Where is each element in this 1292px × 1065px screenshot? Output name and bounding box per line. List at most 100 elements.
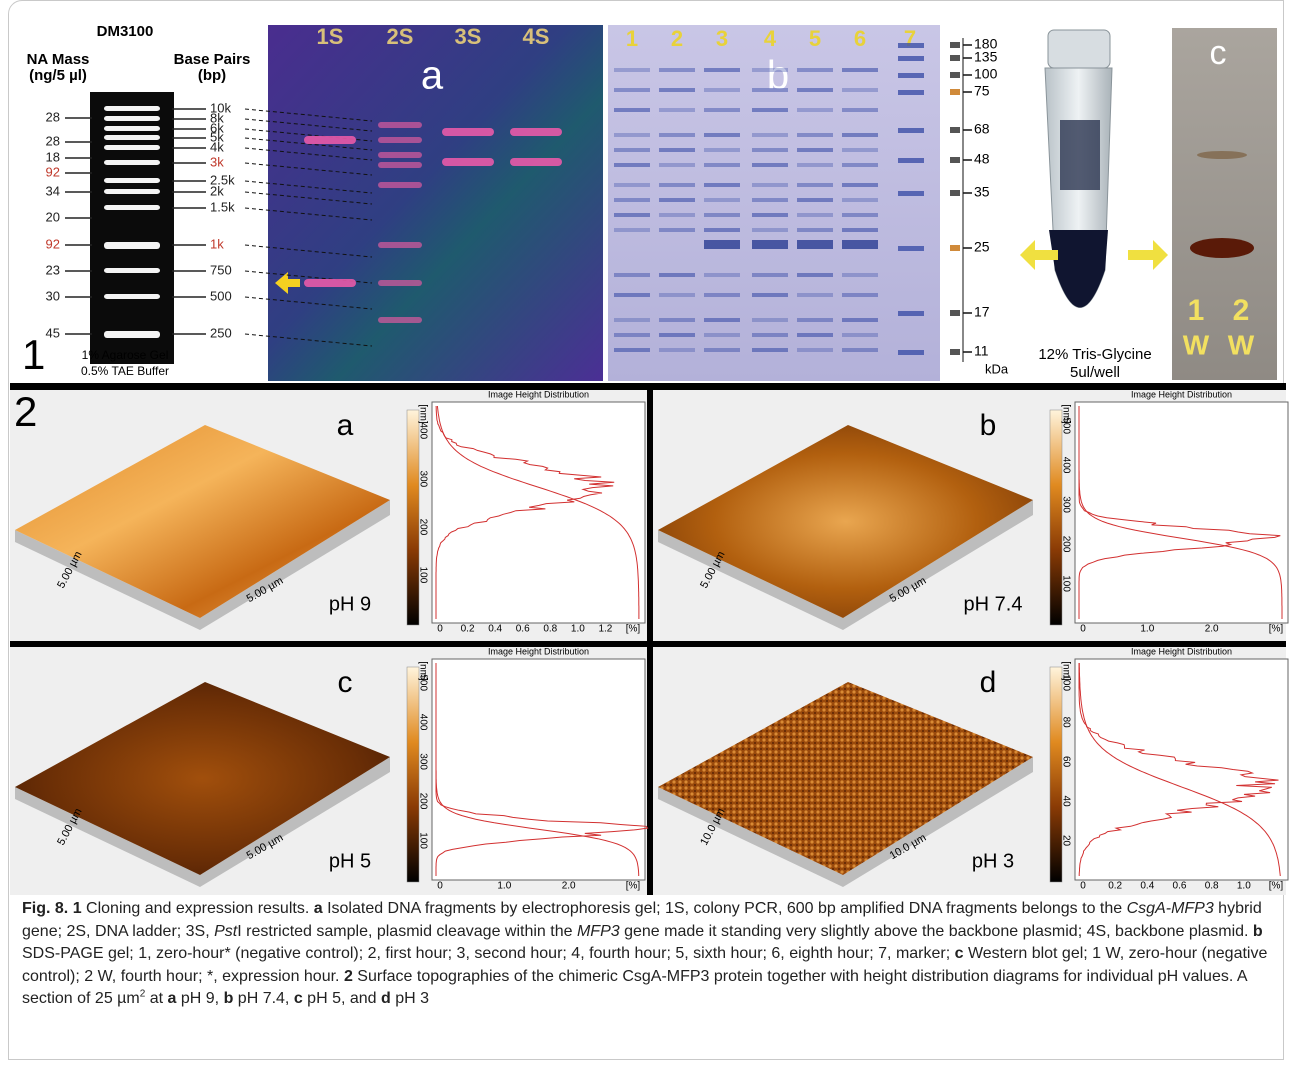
x-tick-label: 0.6 — [516, 624, 530, 635]
x-tick-label: 0.8 — [1205, 881, 1219, 892]
y-tick-label: 200 — [417, 519, 428, 536]
plot-area — [432, 659, 645, 880]
bp-label: 4k — [210, 139, 224, 154]
bp-label: 2k — [210, 183, 224, 198]
caption-text: I restricted sample, plasmid cleavage wi… — [237, 923, 577, 940]
y-tick-label: 60 — [1060, 756, 1071, 768]
marker-band — [898, 158, 924, 163]
marker-band — [950, 349, 960, 355]
protein-band — [659, 183, 695, 187]
tube-cap — [1048, 30, 1110, 68]
mass-label: 30 — [46, 288, 60, 303]
y-tick-label: 40 — [1060, 796, 1071, 808]
protein-band — [842, 88, 878, 92]
protein-band — [704, 228, 740, 232]
protein-band — [752, 213, 788, 217]
marker-label: 17 — [974, 304, 990, 320]
protein-band — [704, 333, 740, 337]
mass-label: 45 — [46, 325, 60, 340]
protein-band — [842, 183, 878, 187]
protein-band — [659, 133, 695, 137]
protein-band — [614, 198, 650, 202]
y-tick-label: 80 — [1060, 717, 1071, 729]
protein-band — [797, 228, 833, 232]
protein-band — [614, 148, 650, 152]
blot-lane: 2 — [1233, 294, 1250, 327]
gel-band — [304, 136, 356, 144]
mass-label: 20 — [46, 209, 60, 224]
colorbar — [407, 667, 419, 882]
ph-label: pH 3 — [972, 850, 1014, 872]
protein-band — [704, 108, 740, 112]
marker-band — [950, 310, 960, 316]
ladder-band — [104, 126, 160, 131]
x-tick-label: 1.0 — [571, 624, 585, 635]
lane-label: 4 — [764, 26, 777, 51]
separator — [10, 641, 1286, 647]
tube-note: 12% Tris-Glycine — [1038, 346, 1151, 363]
protein-band — [797, 88, 833, 92]
protein-band — [704, 133, 740, 137]
protein-band — [752, 318, 788, 322]
protein-band — [659, 88, 695, 92]
caption-text: pH 3 — [391, 990, 429, 1007]
protein-band — [614, 108, 650, 112]
protein-band — [704, 68, 740, 72]
gel-band — [378, 162, 422, 168]
protein-band — [752, 293, 788, 297]
protein-band — [797, 348, 833, 352]
bp-label: 750 — [210, 262, 232, 277]
caption-text: pH 5, and — [303, 990, 381, 1007]
gel-band — [378, 122, 422, 128]
x-tick-label: [%] — [1269, 881, 1284, 892]
gel-label: a — [421, 54, 444, 98]
y-tick-label: 500 — [417, 674, 428, 691]
page: DM3100NA Mass(ng/5 µl)Base Pairs(bp)2828… — [0, 0, 1292, 1065]
protein-band — [842, 228, 878, 232]
protein-band — [614, 133, 650, 137]
blot-band — [1197, 151, 1247, 159]
mass-label: 28 — [46, 133, 60, 148]
marker-band — [950, 157, 960, 163]
gel-band — [378, 317, 422, 323]
blot-band — [1190, 238, 1254, 258]
y-tick-label: 100 — [417, 567, 428, 584]
protein-band — [752, 273, 788, 277]
protein-band — [704, 198, 740, 202]
ladder-band — [104, 331, 160, 338]
caption-text: b — [224, 990, 234, 1007]
ph-label: pH 5 — [329, 850, 371, 872]
protein-band — [659, 68, 695, 72]
ladder-band — [104, 189, 160, 194]
gel-band — [442, 128, 494, 136]
protein-band — [752, 228, 788, 232]
x-tick-label: 1.0 — [497, 881, 511, 892]
ladder-band — [104, 178, 160, 183]
protein-band — [704, 183, 740, 187]
gel-band — [304, 279, 356, 287]
colorbar — [1050, 410, 1062, 625]
marker-band — [898, 311, 924, 316]
protein-band — [704, 273, 740, 277]
mass-label: 28 — [46, 109, 60, 124]
marker-label: 100 — [974, 66, 998, 82]
protein-band — [752, 68, 788, 72]
ladder-band — [104, 135, 160, 140]
protein-band — [659, 333, 695, 337]
gel-note: 1% Agarose Gel — [82, 348, 169, 362]
gel-band — [510, 128, 562, 136]
bp-label: 250 — [210, 325, 232, 340]
gel-band — [442, 158, 494, 166]
figure-caption: Fig. 8. 1 Cloning and expression results… — [22, 898, 1272, 1011]
ladder-band — [104, 205, 160, 210]
protein-band — [752, 198, 788, 202]
quadrant-label: b — [980, 409, 997, 442]
caption-text: 2 — [344, 968, 353, 985]
protein-band — [797, 293, 833, 297]
lane-label: 1S — [317, 24, 344, 49]
x-tick-label: 0.4 — [488, 624, 502, 635]
protein-band — [752, 183, 788, 187]
protein-band — [842, 163, 878, 167]
gel-band — [378, 137, 422, 143]
